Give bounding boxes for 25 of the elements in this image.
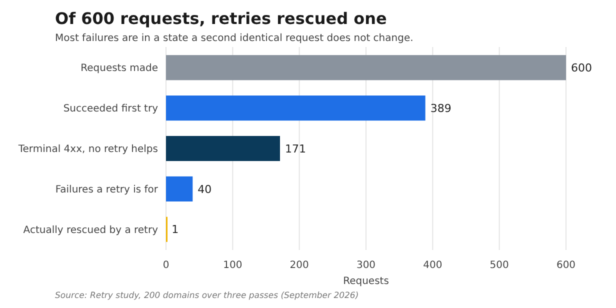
y-tick-label: Failures a retry is for [55,184,159,196]
bar [166,55,566,80]
x-tick-label: 400 [423,260,442,271]
bar [166,176,193,202]
x-tick-label: 300 [356,260,376,271]
x-tick-label: 200 [290,260,309,271]
data-label: 171 [285,142,306,156]
data-label: 389 [430,102,452,115]
y-tick-label: Requests made [80,63,158,74]
y-tick-label: Succeeded first try [63,104,158,115]
y-tick-label: Actually rescued by a retry [23,224,158,236]
x-tick-label: 500 [490,260,509,271]
bar [166,96,426,121]
y-tick-label: Terminal 4xx, no retry helps [17,144,158,155]
source-note: Source: Retry study, 200 domains over three passes (September 2026) [55,291,359,301]
chart-subtitle: Most failures are in a state a second identical request does not change. [55,33,414,44]
data-label: 40 [198,182,212,196]
x-tick-label: 100 [223,260,242,271]
data-label: 1 [172,223,179,236]
bar [166,136,280,162]
x-tick-label: 0 [162,260,170,271]
x-tick-label: 600 [556,260,576,271]
chart-title: Of 600 requests, retries rescued one [55,9,387,28]
data-label: 600 [571,61,592,74]
x-axis-title: Requests [343,276,389,287]
